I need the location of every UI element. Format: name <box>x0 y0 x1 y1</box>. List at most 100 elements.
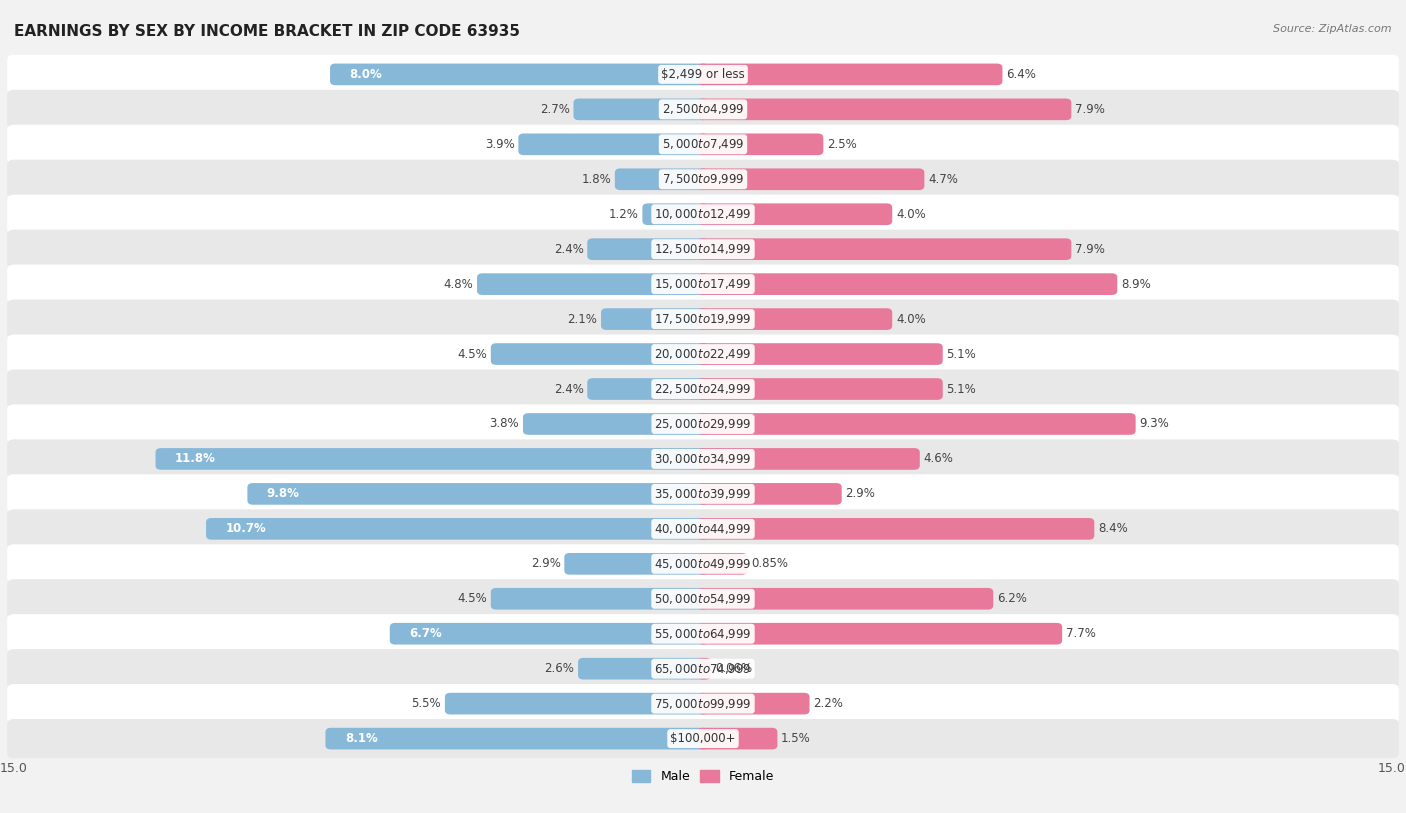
FancyBboxPatch shape <box>389 623 709 645</box>
FancyBboxPatch shape <box>7 509 1399 549</box>
FancyBboxPatch shape <box>523 413 709 435</box>
FancyBboxPatch shape <box>588 378 709 400</box>
FancyBboxPatch shape <box>578 658 709 680</box>
Text: 7.9%: 7.9% <box>1076 243 1105 255</box>
Text: EARNINGS BY SEX BY INCOME BRACKET IN ZIP CODE 63935: EARNINGS BY SEX BY INCOME BRACKET IN ZIP… <box>14 24 520 39</box>
Text: $35,000 to $39,999: $35,000 to $39,999 <box>654 487 752 501</box>
FancyBboxPatch shape <box>7 299 1399 339</box>
Legend: Male, Female: Male, Female <box>627 765 779 789</box>
Text: $50,000 to $54,999: $50,000 to $54,999 <box>654 592 752 606</box>
Text: 10.7%: 10.7% <box>225 523 266 535</box>
Text: 4.5%: 4.5% <box>457 593 486 605</box>
FancyBboxPatch shape <box>519 133 709 155</box>
FancyBboxPatch shape <box>491 588 709 610</box>
FancyBboxPatch shape <box>7 369 1399 409</box>
FancyBboxPatch shape <box>7 404 1399 444</box>
FancyBboxPatch shape <box>697 413 1136 435</box>
FancyBboxPatch shape <box>697 658 711 680</box>
Text: 7.7%: 7.7% <box>1066 628 1095 640</box>
Text: 2.9%: 2.9% <box>530 558 561 570</box>
Text: 1.8%: 1.8% <box>582 173 612 185</box>
Text: $100,000+: $100,000+ <box>671 733 735 745</box>
Text: 0.85%: 0.85% <box>751 558 789 570</box>
FancyBboxPatch shape <box>697 378 943 400</box>
Text: 2.4%: 2.4% <box>554 243 583 255</box>
Text: $17,500 to $19,999: $17,500 to $19,999 <box>654 312 752 326</box>
FancyBboxPatch shape <box>7 264 1399 304</box>
Text: 6.7%: 6.7% <box>409 628 441 640</box>
FancyBboxPatch shape <box>247 483 709 505</box>
Text: $15,000 to $17,499: $15,000 to $17,499 <box>654 277 752 291</box>
Text: $22,500 to $24,999: $22,500 to $24,999 <box>654 382 752 396</box>
FancyBboxPatch shape <box>697 448 920 470</box>
Text: 2.5%: 2.5% <box>827 138 856 150</box>
Text: 2.7%: 2.7% <box>540 103 569 115</box>
FancyBboxPatch shape <box>7 229 1399 269</box>
Text: 11.8%: 11.8% <box>174 453 215 465</box>
Text: 4.0%: 4.0% <box>896 313 925 325</box>
Text: $7,500 to $9,999: $7,500 to $9,999 <box>662 172 744 186</box>
Text: Source: ZipAtlas.com: Source: ZipAtlas.com <box>1274 24 1392 34</box>
Text: $40,000 to $44,999: $40,000 to $44,999 <box>654 522 752 536</box>
Text: 4.0%: 4.0% <box>896 208 925 220</box>
FancyBboxPatch shape <box>574 98 709 120</box>
FancyBboxPatch shape <box>7 159 1399 199</box>
Text: 1.5%: 1.5% <box>782 733 811 745</box>
FancyBboxPatch shape <box>7 649 1399 689</box>
FancyBboxPatch shape <box>600 308 709 330</box>
Text: 8.1%: 8.1% <box>344 733 377 745</box>
Text: 6.4%: 6.4% <box>1007 68 1036 80</box>
FancyBboxPatch shape <box>477 273 709 295</box>
Text: $45,000 to $49,999: $45,000 to $49,999 <box>654 557 752 571</box>
Text: 8.9%: 8.9% <box>1121 278 1150 290</box>
Text: 2.6%: 2.6% <box>544 663 575 675</box>
Text: $65,000 to $74,999: $65,000 to $74,999 <box>654 662 752 676</box>
FancyBboxPatch shape <box>697 308 893 330</box>
FancyBboxPatch shape <box>697 728 778 750</box>
Text: $2,500 to $4,999: $2,500 to $4,999 <box>662 102 744 116</box>
FancyBboxPatch shape <box>564 553 709 575</box>
FancyBboxPatch shape <box>7 684 1399 724</box>
FancyBboxPatch shape <box>7 194 1399 234</box>
FancyBboxPatch shape <box>614 168 709 190</box>
Text: 4.5%: 4.5% <box>457 348 486 360</box>
FancyBboxPatch shape <box>697 483 842 505</box>
FancyBboxPatch shape <box>697 168 924 190</box>
Text: 2.9%: 2.9% <box>845 488 876 500</box>
FancyBboxPatch shape <box>7 439 1399 479</box>
Text: 0.06%: 0.06% <box>714 663 752 675</box>
Text: $25,000 to $29,999: $25,000 to $29,999 <box>654 417 752 431</box>
Text: 8.0%: 8.0% <box>349 68 382 80</box>
FancyBboxPatch shape <box>7 719 1399 759</box>
Text: 8.4%: 8.4% <box>1098 523 1128 535</box>
Text: 4.8%: 4.8% <box>444 278 474 290</box>
FancyBboxPatch shape <box>697 553 748 575</box>
Text: 3.9%: 3.9% <box>485 138 515 150</box>
FancyBboxPatch shape <box>7 474 1399 514</box>
Text: $12,500 to $14,999: $12,500 to $14,999 <box>654 242 752 256</box>
FancyBboxPatch shape <box>697 63 1002 85</box>
FancyBboxPatch shape <box>325 728 709 750</box>
Text: 2.4%: 2.4% <box>554 383 583 395</box>
Text: 5.5%: 5.5% <box>412 698 441 710</box>
Text: 5.1%: 5.1% <box>946 348 976 360</box>
FancyBboxPatch shape <box>444 693 709 715</box>
Text: 5.1%: 5.1% <box>946 383 976 395</box>
Text: 4.7%: 4.7% <box>928 173 957 185</box>
Text: 9.8%: 9.8% <box>267 488 299 500</box>
Text: 7.9%: 7.9% <box>1076 103 1105 115</box>
Text: 2.2%: 2.2% <box>813 698 844 710</box>
FancyBboxPatch shape <box>7 614 1399 654</box>
Text: 2.1%: 2.1% <box>568 313 598 325</box>
FancyBboxPatch shape <box>7 334 1399 374</box>
FancyBboxPatch shape <box>697 273 1118 295</box>
Text: $55,000 to $64,999: $55,000 to $64,999 <box>654 627 752 641</box>
FancyBboxPatch shape <box>7 124 1399 164</box>
Text: 4.6%: 4.6% <box>924 453 953 465</box>
Text: 6.2%: 6.2% <box>997 593 1026 605</box>
FancyBboxPatch shape <box>697 623 1062 645</box>
Text: 9.3%: 9.3% <box>1139 418 1168 430</box>
Text: 3.8%: 3.8% <box>489 418 519 430</box>
Text: $30,000 to $34,999: $30,000 to $34,999 <box>654 452 752 466</box>
FancyBboxPatch shape <box>697 238 1071 260</box>
